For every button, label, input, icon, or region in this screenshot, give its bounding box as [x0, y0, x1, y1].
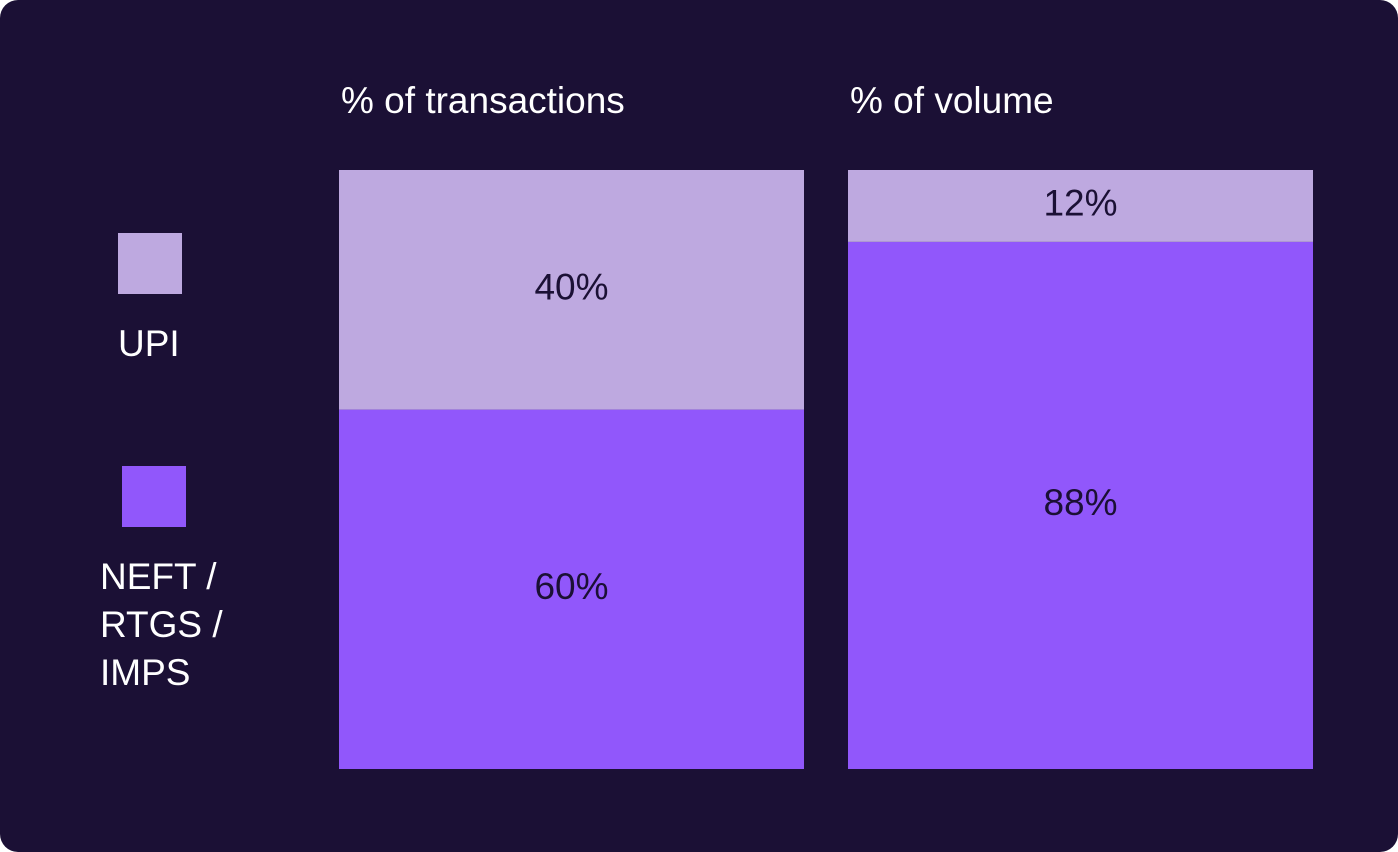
data-label: 88%: [1043, 482, 1117, 523]
legend-swatch: [118, 233, 182, 294]
data-label: 12%: [1043, 183, 1117, 224]
column-title: % of transactions: [341, 80, 625, 121]
legend-swatch: [122, 466, 186, 527]
data-label: 40%: [534, 267, 608, 308]
bar-segment: [848, 241, 1313, 769]
legend-label: NEFT / RTGS / IMPS: [100, 556, 223, 693]
column-title: % of volume: [850, 80, 1054, 121]
bar-segment: [339, 170, 804, 410]
data-label: 60%: [534, 566, 608, 607]
bar-segment: [848, 170, 1313, 242]
legend-label: UPI: [118, 323, 180, 364]
bar-segment: [339, 409, 804, 769]
